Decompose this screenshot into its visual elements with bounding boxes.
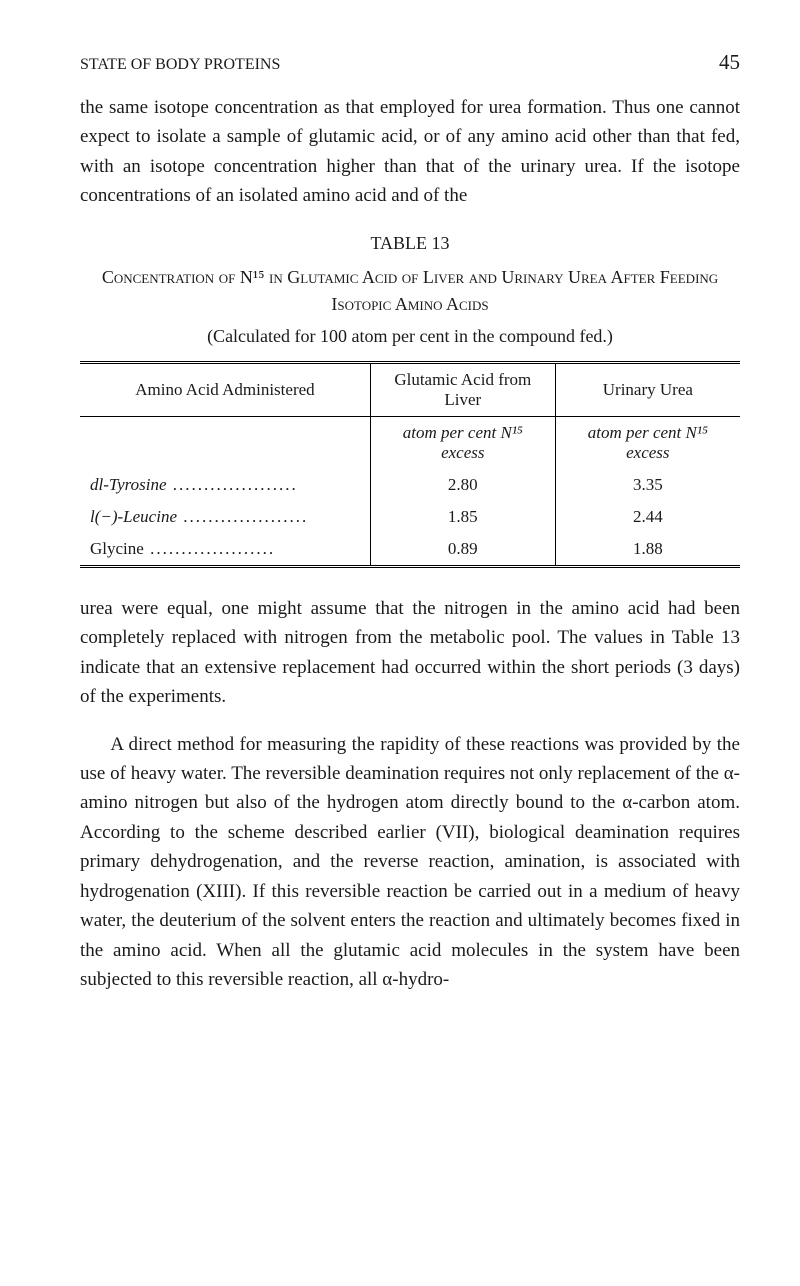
subhead-urinary: atom per cent N¹⁵ excess xyxy=(555,416,740,469)
cell-glut: 2.80 xyxy=(370,469,555,501)
col-head-amino: Amino Acid Administered xyxy=(80,362,370,416)
table-title: Concentration of N¹⁵ in Glutamic Acid of… xyxy=(80,264,740,318)
table-row: Glycine 0.89 1.88 xyxy=(80,533,740,567)
page-number: 45 xyxy=(700,50,740,75)
table-row: l(−)-Leucine 1.85 2.44 xyxy=(80,501,740,533)
row-label: Glycine xyxy=(90,539,144,558)
paragraph-3: A direct method for measuring the rapidi… xyxy=(80,730,740,995)
data-table: Amino Acid Administered Glutamic Acid fr… xyxy=(80,361,740,568)
col-head-urinary: Urinary Urea xyxy=(555,362,740,416)
row-label: l(−)-Leucine xyxy=(90,507,177,526)
cell-glut: 1.85 xyxy=(370,501,555,533)
paragraph-2: urea were equal, one might assume that t… xyxy=(80,594,740,712)
cell-urin: 2.44 xyxy=(555,501,740,533)
col-head-glutamic: Glutamic Acid from Liver xyxy=(370,362,555,416)
cell-glut: 0.89 xyxy=(370,533,555,567)
cell-urin: 1.88 xyxy=(555,533,740,567)
cell-urin: 3.35 xyxy=(555,469,740,501)
table-subtitle: (Calculated for 100 atom per cent in the… xyxy=(80,326,740,347)
running-head: STATE OF BODY PROTEINS xyxy=(80,56,280,74)
subhead-glutamic: atom per cent N¹⁵ excess xyxy=(370,416,555,469)
table-label: TABLE 13 xyxy=(80,233,740,254)
page-header: STATE OF BODY PROTEINS 45 xyxy=(80,50,740,75)
paragraph-1: the same isotope concentration as that e… xyxy=(80,93,740,211)
table-row: dl-Tyrosine 2.80 3.35 xyxy=(80,469,740,501)
row-label: dl-Tyrosine xyxy=(90,475,167,494)
